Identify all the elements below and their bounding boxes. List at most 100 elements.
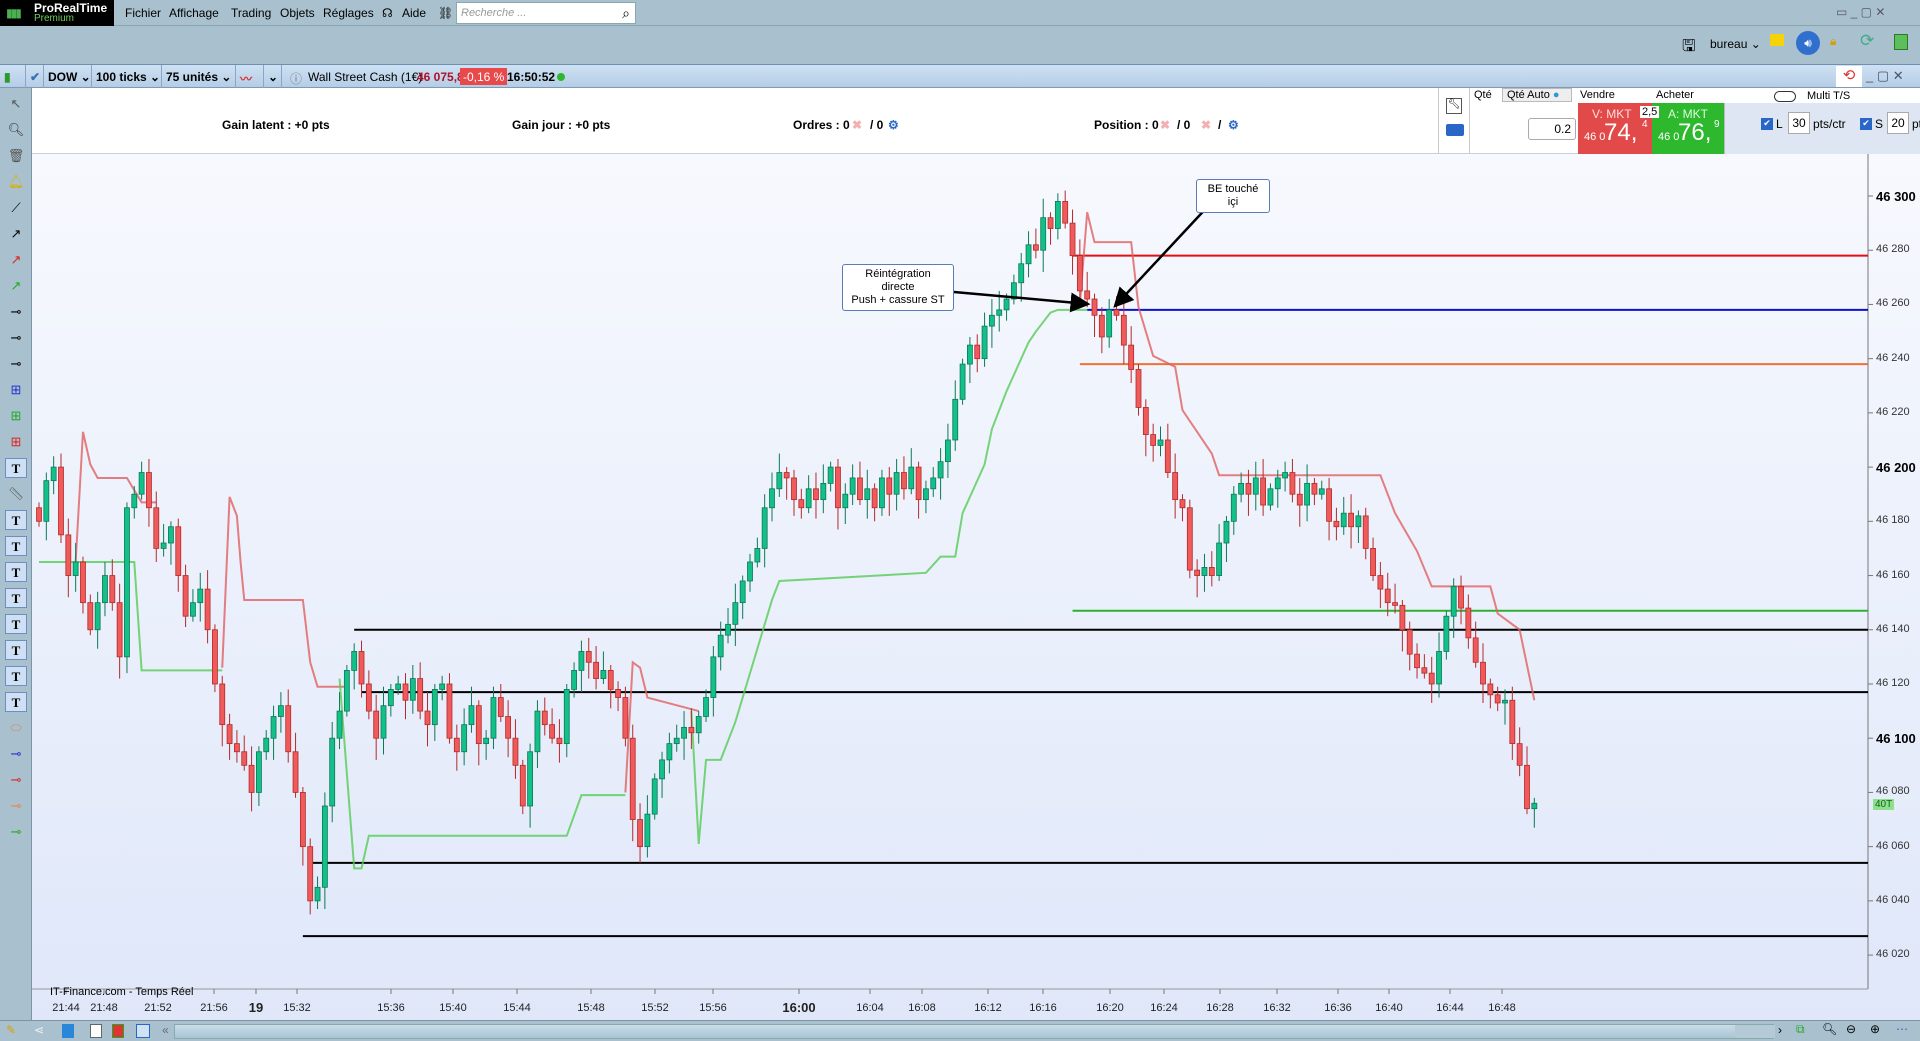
hline-green-icon[interactable]: ⊸ <box>10 824 22 839</box>
menu-objets[interactable]: Objets <box>280 6 315 20</box>
menu-aide[interactable]: Aide <box>402 6 427 20</box>
zoom-in-icon[interactable]: ⊕ <box>1870 1022 1881 1036</box>
scroll-right-icon[interactable]: › <box>1778 1023 1782 1037</box>
ticks-select[interactable]: 100 ticks ⌄ <box>92 65 162 88</box>
scrollbar-thumb[interactable] <box>1735 1025 1775 1038</box>
candle-up <box>659 759 665 780</box>
workspace-select[interactable]: bureau ⌄ <box>1710 37 1761 51</box>
multi-ts-toggle[interactable] <box>1774 91 1796 102</box>
candle-down <box>1164 439 1171 473</box>
text-icon-6[interactable]: T <box>5 614 27 634</box>
sell-button[interactable]: V: MKT 46 0 74, 4 <box>1578 103 1652 154</box>
pointer-icon[interactable]: ↖ <box>10 96 22 111</box>
units-select[interactable]: 75 unités ⌄ <box>162 65 236 88</box>
position-settings-icon[interactable]: ⚙ <box>1228 118 1239 132</box>
close-position-icon-2[interactable]: ✖ <box>1201 118 1212 132</box>
price-chart[interactable]: 46 300 46 280 46 260 46 240 46 220 46 200 46 1… <box>32 154 1920 1020</box>
trash-icon[interactable]: 🗑︎ <box>7 148 25 163</box>
hline-blue-icon[interactable]: ⊸ <box>10 746 22 761</box>
collapse-icon[interactable]: « <box>162 1023 169 1037</box>
search-icon[interactable]: ⌕ <box>622 5 630 21</box>
more-options-icon[interactable]: ⋯ <box>1896 1022 1908 1036</box>
report-icon[interactable] <box>90 1024 102 1038</box>
server-icon[interactable] <box>1894 34 1908 50</box>
green-arrow-icon[interactable]: ↗ <box>10 278 22 293</box>
ellipse-icon[interactable]: ⬭ <box>10 720 22 735</box>
text-icon-8[interactable]: T <box>5 666 27 686</box>
text-icon[interactable]: T <box>5 458 27 478</box>
time-label: 15:36 <box>377 1002 405 1014</box>
help-bubble-icon[interactable]: ● <box>1552 89 1560 101</box>
text-icon-3[interactable]: T <box>5 536 27 556</box>
buy-button[interactable]: A: MKT 46 0 76, 9 <box>1652 103 1724 154</box>
pencil-icon[interactable]: ✎ <box>6 1023 17 1037</box>
menu-affichage[interactable]: Affichage <box>169 6 219 20</box>
headset-icon[interactable]: ☊ <box>382 6 393 20</box>
rect-blue-icon[interactable]: ⊞ <box>10 382 22 397</box>
horizontal-scrollbar[interactable] <box>174 1024 1775 1039</box>
data-source: IT-Finance.com - Temps Réel <box>50 986 194 998</box>
chart-window-controls[interactable]: _ ▢ ✕ <box>1866 68 1904 83</box>
text-icon-5[interactable]: T <box>5 588 27 608</box>
short-input[interactable] <box>1887 112 1909 134</box>
alert-bell-icon[interactable]: 🔔︎ <box>7 174 25 189</box>
lock-orders-icon[interactable]: 🔒︎ <box>1830 34 1837 48</box>
sync-icon[interactable]: ⟳ <box>1860 31 1875 50</box>
candlestick-icon[interactable]: ▮ <box>0 65 26 88</box>
info-icon[interactable]: ⓘ <box>290 72 303 86</box>
arrow-icon[interactable]: ↗ <box>10 226 22 241</box>
hline-red-icon[interactable]: ⊸ <box>10 772 22 787</box>
wrench-icon[interactable]: 🔧︎ <box>1446 98 1462 114</box>
annotation-be[interactable]: BE touché içi <box>1196 179 1270 213</box>
orderbook-icon[interactable] <box>112 1024 124 1038</box>
window-controls[interactable]: ▭ _ ▢ ✕ <box>1836 5 1886 19</box>
refresh-icon[interactable]: ⟲ <box>1836 66 1862 87</box>
menu-fichier[interactable]: Fichier <box>125 6 162 20</box>
rect-red-icon[interactable]: ⊞ <box>10 434 22 449</box>
zoom-icon[interactable]: 🔍︎ <box>7 122 25 137</box>
hline-dotted-icon[interactable]: ⊸ <box>10 304 22 319</box>
hline-dashed-icon[interactable]: ⊸ <box>10 330 22 345</box>
chart-canvas[interactable] <box>32 154 1920 1020</box>
close-position-icon[interactable]: ✖ <box>1160 118 1171 132</box>
candle-up <box>952 398 959 441</box>
zoom-out-icon[interactable]: ⊖ <box>1846 1022 1857 1036</box>
text-icon-7[interactable]: T <box>5 640 27 660</box>
segment-icon[interactable]: ⟋ <box>11 200 21 215</box>
quantity-input[interactable] <box>1528 118 1576 140</box>
ruler-icon[interactable]: 📏︎ <box>7 486 25 501</box>
search-input[interactable]: Recherche ... ⌕ <box>456 2 636 24</box>
short-checkbox[interactable]: ✔ <box>1860 118 1872 130</box>
long-checkbox[interactable]: ✔ <box>1761 118 1773 130</box>
menu-reglages[interactable]: Réglages <box>323 6 374 20</box>
red-arrow-icon[interactable]: ↗ <box>10 252 22 267</box>
comment-icon[interactable] <box>62 1024 74 1038</box>
long-input[interactable] <box>1788 112 1810 134</box>
orders-settings-icon[interactable]: ⚙ <box>888 118 899 132</box>
save-icon[interactable]: 🖫 <box>1682 38 1696 55</box>
flag-icon[interactable] <box>1770 34 1784 46</box>
indicators-icon[interactable]: 〰 <box>236 65 264 88</box>
instrument-select[interactable]: DOW ⌄ <box>44 65 92 88</box>
link-icon[interactable]: ⛓ <box>438 6 454 20</box>
hline-icon[interactable]: ⊸ <box>10 356 22 371</box>
text-icon-9[interactable]: T <box>5 692 27 712</box>
indicators-dropdown[interactable]: ⌄ <box>264 65 282 88</box>
menu-trading[interactable]: Trading <box>231 6 272 20</box>
link-check-icon[interactable]: ✔ <box>26 65 44 88</box>
tab-qte-auto[interactable]: Qté Auto ● <box>1502 88 1572 102</box>
annotation-reintegration[interactable]: Réintégration directe Push + cassure ST <box>842 264 954 311</box>
tab-qte[interactable]: Qté <box>1474 89 1492 101</box>
window-icon[interactable] <box>136 1024 150 1038</box>
cancel-orders-icon[interactable]: ✖ <box>852 118 863 132</box>
hline-orange-icon[interactable]: ⊸ <box>10 798 22 813</box>
sound-icon[interactable]: 🔊︎ <box>1796 31 1820 55</box>
zoom-fit-icon[interactable]: 🔍︎ <box>1822 1022 1838 1036</box>
autoscale-icon[interactable]: ⧉ <box>1796 1022 1805 1036</box>
text-icon-4[interactable]: T <box>5 562 27 582</box>
candle-up <box>197 588 204 604</box>
keyboard-icon[interactable] <box>1446 124 1464 136</box>
share-icon[interactable]: ⋖ <box>34 1023 45 1037</box>
rect-green-icon[interactable]: ⊞ <box>10 408 22 423</box>
text-icon-2[interactable]: T <box>5 510 27 530</box>
